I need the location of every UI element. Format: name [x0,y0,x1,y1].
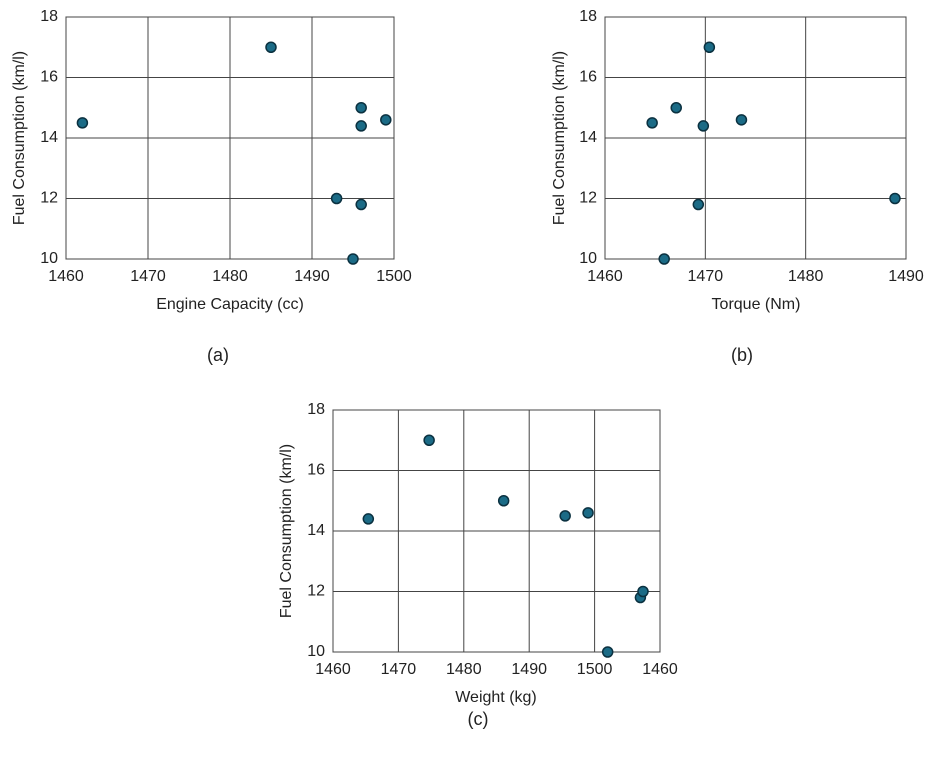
point [355,102,367,114]
point [735,114,748,126]
caption: (b) [731,345,753,365]
x-axis-label: Torque (Nm) [712,296,801,313]
x-tick-label: 1460 [48,268,84,285]
x-tick-label: 1490 [888,268,924,285]
point [497,495,510,507]
x-tick-label: 1460 [587,268,623,285]
y-axis-label: Fuel Consumption (km/l) [551,51,568,225]
point [380,114,392,126]
x-tick-label: 1490 [294,268,330,285]
point [582,507,594,519]
y-tick-label: 18 [579,8,597,25]
caption: (a) [207,345,229,365]
point [330,192,343,205]
y-tick-label: 14 [40,129,58,146]
y-tick-label: 16 [40,69,58,86]
y-axis-label: Fuel Consumption (km/l) [11,51,28,225]
x-tick-label: 1470 [688,268,724,285]
x-tick-label: 1470 [130,268,166,285]
point [697,120,710,132]
x-tick-label: 1460 [642,661,678,678]
y-axis-label: Fuel Consumption (km/l) [278,444,295,618]
y-tick-label: 18 [40,8,58,25]
caption: (c) [468,709,489,729]
point [355,120,367,132]
point [646,117,658,129]
point [658,253,670,265]
point [637,585,649,598]
x-tick-label: 1460 [315,661,351,678]
y-tick-label: 18 [307,401,325,418]
y-tick-label: 10 [307,643,325,660]
x-tick-label: 1470 [381,661,417,678]
y-tick-label: 16 [307,462,325,479]
x-tick-label: 1480 [212,268,248,285]
y-tick-label: 10 [40,250,58,267]
point [559,510,571,522]
point [703,41,716,53]
x-tick-label: 1480 [788,268,824,285]
y-tick-label: 12 [307,583,325,600]
y-tick-label: 12 [40,190,58,207]
x-axis-label: Weight (kg) [455,689,537,706]
x-tick-label: 1480 [446,661,482,678]
point [347,253,359,265]
point [76,117,89,129]
point [601,646,614,658]
x-tick-label: 1490 [511,661,547,678]
point [362,513,375,525]
y-tick-label: 14 [307,522,325,539]
point [265,41,277,53]
point [670,102,682,114]
y-tick-label: 12 [579,190,597,207]
point [355,198,367,211]
x-axis-label: Engine Capacity (cc) [156,296,304,313]
y-tick-label: 14 [579,129,597,146]
y-tick-label: 10 [579,250,597,267]
point [692,198,705,211]
y-tick-label: 16 [579,69,597,86]
point [889,192,901,205]
x-tick-label: 1500 [376,268,412,285]
x-tick-label: 1500 [577,661,613,678]
point [423,434,435,446]
